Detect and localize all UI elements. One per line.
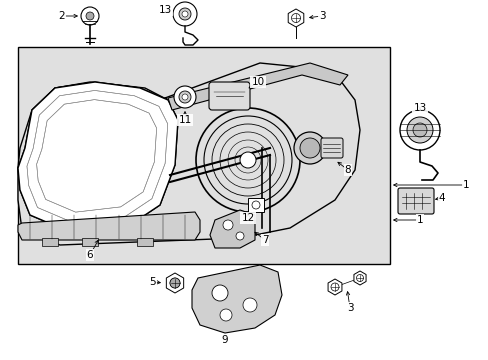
Text: 7: 7 <box>261 235 268 245</box>
Circle shape <box>170 278 180 288</box>
Circle shape <box>170 278 180 288</box>
Circle shape <box>86 12 94 20</box>
Bar <box>82 238 98 246</box>
Polygon shape <box>18 63 359 245</box>
Circle shape <box>356 274 363 282</box>
Circle shape <box>182 94 187 100</box>
Polygon shape <box>353 271 366 285</box>
Bar <box>18 47 389 264</box>
Text: 3: 3 <box>346 303 353 313</box>
Circle shape <box>240 152 256 168</box>
Text: 12: 12 <box>241 213 254 223</box>
Text: 6: 6 <box>86 250 93 260</box>
Text: 1: 1 <box>416 215 423 225</box>
FancyBboxPatch shape <box>397 188 433 214</box>
Circle shape <box>299 138 319 158</box>
Circle shape <box>179 91 191 103</box>
Text: 5: 5 <box>149 277 156 287</box>
Text: 2: 2 <box>59 11 65 21</box>
Circle shape <box>330 283 338 291</box>
Circle shape <box>212 285 227 301</box>
Text: 3: 3 <box>318 11 325 21</box>
Polygon shape <box>18 82 178 232</box>
Text: 13: 13 <box>412 103 426 113</box>
Text: 8: 8 <box>344 165 350 175</box>
Polygon shape <box>168 63 347 110</box>
FancyBboxPatch shape <box>320 138 342 158</box>
Circle shape <box>399 110 439 150</box>
Circle shape <box>412 123 426 137</box>
Bar <box>247 198 264 212</box>
Bar <box>42 238 58 246</box>
Circle shape <box>223 220 232 230</box>
Circle shape <box>406 117 432 143</box>
Circle shape <box>182 11 187 17</box>
Circle shape <box>220 309 231 321</box>
Circle shape <box>293 132 325 164</box>
Text: 10: 10 <box>251 77 264 87</box>
Circle shape <box>243 298 257 312</box>
Bar <box>137 238 153 246</box>
Circle shape <box>179 8 191 20</box>
Circle shape <box>81 7 99 25</box>
Circle shape <box>236 232 244 240</box>
Text: 9: 9 <box>221 335 228 345</box>
Text: 13: 13 <box>158 5 171 15</box>
Circle shape <box>174 86 196 108</box>
Circle shape <box>291 14 300 23</box>
FancyBboxPatch shape <box>208 82 249 110</box>
Polygon shape <box>327 279 341 295</box>
Text: 11: 11 <box>178 115 191 125</box>
Text: 4: 4 <box>438 193 445 203</box>
Circle shape <box>173 2 197 26</box>
Polygon shape <box>287 9 303 27</box>
Polygon shape <box>18 212 200 240</box>
Polygon shape <box>18 82 178 232</box>
Polygon shape <box>166 273 183 293</box>
Polygon shape <box>192 265 282 333</box>
Polygon shape <box>209 210 254 248</box>
Text: 1: 1 <box>462 180 468 190</box>
